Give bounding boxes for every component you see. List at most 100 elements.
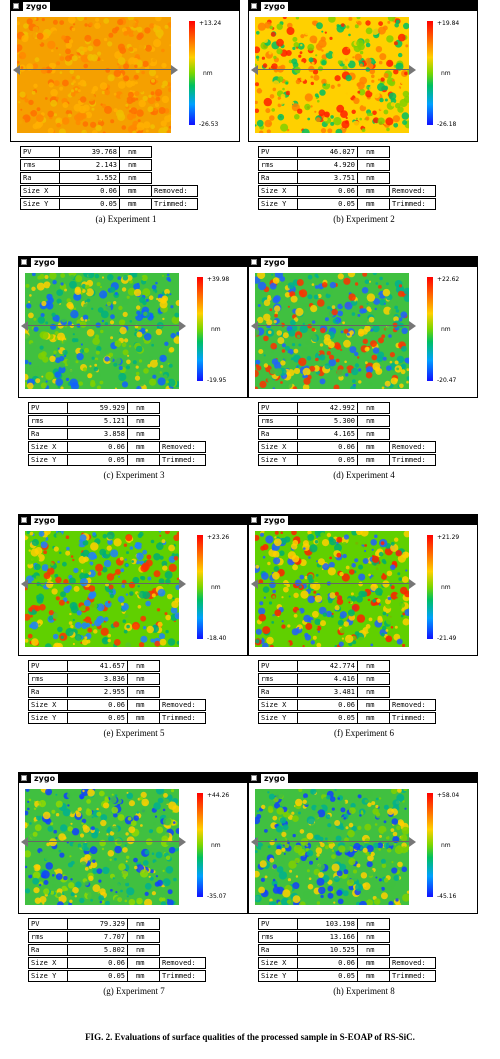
profile-marker-left-icon[interactable] [21,837,28,847]
stat-unit: nm [358,660,390,672]
stat-row-rms: rms 2.143 nm [20,159,198,171]
stat-unit: nm [128,918,160,930]
color-scale-max: +44.26 [207,792,230,799]
profile-marker-left-icon[interactable] [13,65,20,75]
stat-row-pv: PV 103.198 nm [258,918,436,930]
system-menu-icon[interactable] [13,3,19,9]
stat-label: Size Y [258,970,298,982]
stat-side-label-trimmed: Trimmed: [390,454,436,466]
stat-unit: nm [120,159,152,171]
system-menu-icon[interactable] [251,3,257,9]
profile-marker-right-icon[interactable] [409,579,416,589]
stat-value: 4.165 [298,428,358,440]
stat-row-ra: Ra 4.165 nm [258,428,436,440]
stat-value: 7.707 [68,931,128,943]
color-scale-max: +22.62 [437,276,460,283]
stat-value: 0.05 [298,198,358,210]
system-menu-icon[interactable] [251,775,257,781]
stat-value: 2.143 [60,159,120,171]
experiment-panel: zygo +39.98 nm -19.95 PV 59.929 nm rms 5… [18,256,250,486]
stat-row-pv: PV 42.774 nm [258,660,436,672]
profile-line [27,841,181,842]
profile-marker-right-icon[interactable] [179,321,186,331]
stat-label: PV [258,146,298,158]
zygo-logo: zygo [261,1,289,11]
system-menu-icon[interactable] [21,517,27,523]
color-scale-max: +19.84 [437,20,460,27]
stat-value: 103.198 [298,918,358,930]
stat-unit: mm [358,441,390,453]
stat-row-rms: rms 13.166 nm [258,931,436,943]
stat-label: rms [28,415,68,427]
stat-row-sy: Size Y 0.05 mm Trimmed: [258,454,436,466]
stat-unit: nm [128,944,160,956]
stat-value: 5.121 [68,415,128,427]
stat-value: 4.920 [298,159,358,171]
window-titlebar: zygo [19,257,247,267]
profile-marker-right-icon[interactable] [179,837,186,847]
profile-marker-left-icon[interactable] [21,579,28,589]
window-titlebar: zygo [249,773,477,783]
zygo-logo: zygo [31,257,59,267]
zygo-window: zygo +23.26 nm -18.40 [18,514,248,656]
stat-side-label-removed: Removed: [160,699,206,711]
statistics-table: PV 79.329 nm rms 7.707 nm Ra 5.802 nm Si… [28,918,206,983]
profile-marker-right-icon[interactable] [409,321,416,331]
stat-unit: nm [358,428,390,440]
stat-row-sx: Size X 0.06 mm Removed: [28,441,206,453]
stat-unit: nm [358,402,390,414]
zygo-window: zygo +22.62 nm -20.47 [248,256,478,398]
stat-label: Size X [20,185,60,197]
statistics-table: PV 42.992 nm rms 5.300 nm Ra 4.165 nm Si… [258,402,436,467]
stat-value: 0.06 [298,699,358,711]
stat-label: Size Y [28,970,68,982]
window-titlebar: zygo [249,257,477,267]
profile-marker-left-icon[interactable] [251,65,258,75]
stat-label: Ra [28,686,68,698]
system-menu-icon[interactable] [21,775,27,781]
color-scale-min: -26.53 [199,121,219,128]
stat-side-label-removed: Removed: [152,185,198,197]
stat-label: Size X [258,441,298,453]
stat-value: 46.027 [298,146,358,158]
profile-marker-right-icon[interactable] [179,579,186,589]
stat-value: 0.05 [68,712,128,724]
window-titlebar: zygo [19,515,247,525]
panel-caption: (e) Experiment 5 [103,728,165,738]
color-scale-bar [427,277,433,381]
stat-label: rms [28,673,68,685]
experiment-panel: zygo +58.04 nm -45.16 PV 103.198 nm rms … [248,772,480,1002]
stat-row-sx: Size X 0.06 mm Removed: [258,957,436,969]
system-menu-icon[interactable] [251,259,257,265]
stat-unit: mm [128,454,160,466]
stat-side-label-removed: Removed: [390,957,436,969]
stat-row-pv: PV 79.329 nm [28,918,206,930]
stat-label: Size Y [258,198,298,210]
stat-label: Size X [258,699,298,711]
stat-row-rms: rms 3.836 nm [28,673,206,685]
stat-row-pv: PV 46.027 nm [258,146,436,158]
system-menu-icon[interactable] [21,259,27,265]
stat-side-label-trimmed: Trimmed: [152,198,198,210]
profile-marker-left-icon[interactable] [251,837,258,847]
stat-unit: nm [128,402,160,414]
stat-value: 3.836 [68,673,128,685]
stat-value: 3.751 [298,172,358,184]
stat-side-label-trimmed: Trimmed: [390,970,436,982]
stat-value: 5.300 [298,415,358,427]
stat-unit: nm [358,931,390,943]
statistics-table: PV 41.657 nm rms 3.836 nm Ra 2.955 nm Si… [28,660,206,725]
profile-marker-left-icon[interactable] [21,321,28,331]
profile-marker-left-icon[interactable] [251,321,258,331]
stat-label: Ra [20,172,60,184]
profile-marker-right-icon[interactable] [409,65,416,75]
stat-row-sx: Size X 0.06 mm Removed: [28,957,206,969]
stat-label: Size Y [258,454,298,466]
profile-marker-right-icon[interactable] [409,837,416,847]
profile-marker-right-icon[interactable] [171,65,178,75]
system-menu-icon[interactable] [251,517,257,523]
profile-line [257,583,411,584]
profile-marker-left-icon[interactable] [251,579,258,589]
stat-label: rms [258,673,298,685]
color-scale-unit: nm [211,842,221,849]
